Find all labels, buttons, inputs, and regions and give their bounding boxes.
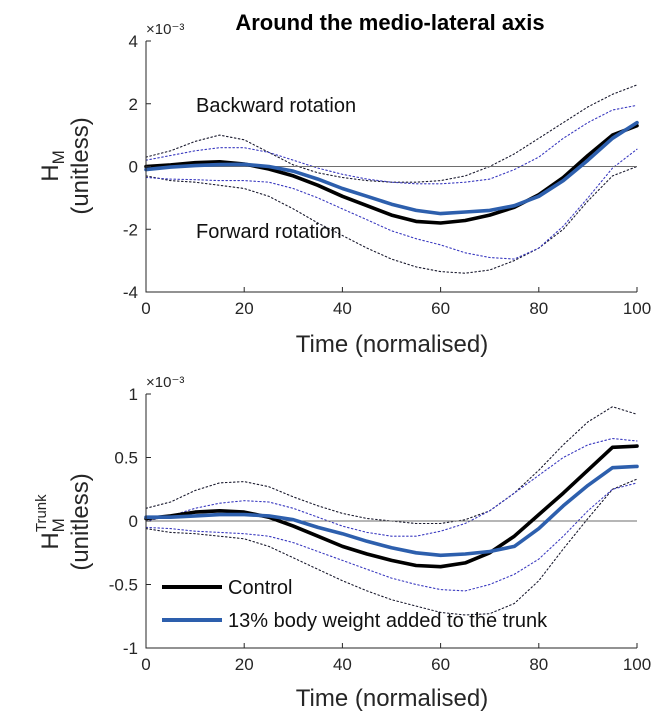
bottom-ylabel-main: H: [37, 532, 64, 549]
top-y-tick-label: 2: [129, 95, 138, 114]
top-y-axis-label: HM (unitless): [37, 117, 94, 214]
top-confidence-bands: [145, 84, 638, 274]
bottom-ticks: 0 20 40 60 80 100 -1 -0.5 0 0.5 1: [109, 385, 651, 674]
top-series-trunk-upper: [145, 104, 638, 185]
top-ylabel-main: H: [37, 164, 64, 181]
bottom-x-axis-label: Time (normalised): [296, 685, 488, 712]
top-x-tick-label: 0: [141, 299, 150, 318]
bottom-series-13-body-weight-added-to-the-trunk: [144, 464, 639, 558]
top-x-tick-label: 60: [431, 299, 450, 318]
top-y-tick-label: -4: [123, 283, 138, 302]
top-series-control: [144, 123, 639, 225]
top-x-axis-label: Time (normalised): [296, 331, 488, 358]
annotation-forward-rotation: Forward rotation: [196, 221, 342, 243]
chart-title: Around the medio-lateral axis: [235, 10, 544, 35]
bottom-x-tick-label: 0: [141, 655, 150, 674]
bottom-x-tick-label: 40: [333, 655, 352, 674]
bottom-series-lines: [144, 444, 639, 569]
bottom-x-tick-label: 80: [529, 655, 548, 674]
top-exponent-label: ×10⁻³: [146, 21, 184, 38]
bottom-ylabel-unit: (unitless): [67, 473, 94, 570]
top-series-lines: [144, 120, 639, 225]
bottom-series-trunk-upper: [145, 437, 638, 537]
top-x-tick-label: 40: [333, 299, 352, 318]
bottom-series-control-lower: [145, 478, 638, 616]
legend-control-label: Control: [228, 577, 292, 599]
bottom-y-tick-label: -1: [123, 639, 138, 658]
bottom-series-trunk-lower: [145, 482, 638, 592]
top-x-tick-label: 20: [235, 299, 254, 318]
svg-text:HM: HM: [37, 150, 68, 182]
annotation-backward-rotation: Backward rotation: [196, 95, 356, 117]
top-series-13-body-weight-added-to-the-trunk: [144, 120, 639, 216]
top-series-control-lower: [145, 165, 638, 274]
bottom-panel: 0 20 40 60 80 100 -1 -0.5 0 0.5 1 ×10⁻³ Time (norm…: [33, 374, 651, 712]
top-series-trunk-lower: [145, 148, 638, 260]
bottom-y-tick-label: -0.5: [109, 576, 138, 595]
top-panel: 0 20 40 60 80 100 -4 -2 0 2 4 ×10⁻³ Backward rotat…: [37, 21, 651, 358]
legend-trunk-label: 13% body weight added to the trunk: [228, 610, 548, 632]
top-y-tick-label: 0: [129, 158, 138, 177]
bottom-y-tick-label: 1: [129, 385, 138, 404]
bottom-x-tick-label: 20: [235, 655, 254, 674]
bottom-y-axis-label: HMTrunk (unitless): [33, 473, 94, 570]
bottom-ylabel-sub: M: [49, 518, 68, 532]
top-y-tick-label: -2: [123, 220, 138, 239]
svg-text:HMTrunk: HMTrunk: [33, 494, 68, 550]
bottom-x-tick-label: 60: [431, 655, 450, 674]
bottom-series-control: [144, 444, 639, 569]
top-ylabel-unit: (unitless): [67, 117, 94, 214]
bottom-exponent-label: ×10⁻³: [146, 374, 184, 391]
top-ylabel-sub: M: [49, 150, 68, 164]
legend: Control 13% body weight added to the tru…: [162, 577, 548, 632]
bottom-y-tick-label: 0.5: [114, 449, 138, 468]
top-series-control-upper: [145, 84, 638, 183]
top-x-tick-label: 80: [529, 299, 548, 318]
top-ticks: 0 20 40 60 80 100 -4 -2 0 2 4: [123, 32, 651, 318]
top-y-tick-label: 4: [129, 32, 138, 51]
top-x-tick-label: 100: [623, 299, 651, 318]
bottom-y-tick-label: 0: [129, 512, 138, 531]
bottom-x-tick-label: 100: [623, 655, 651, 674]
bottom-ylabel-sup: Trunk: [33, 494, 50, 532]
